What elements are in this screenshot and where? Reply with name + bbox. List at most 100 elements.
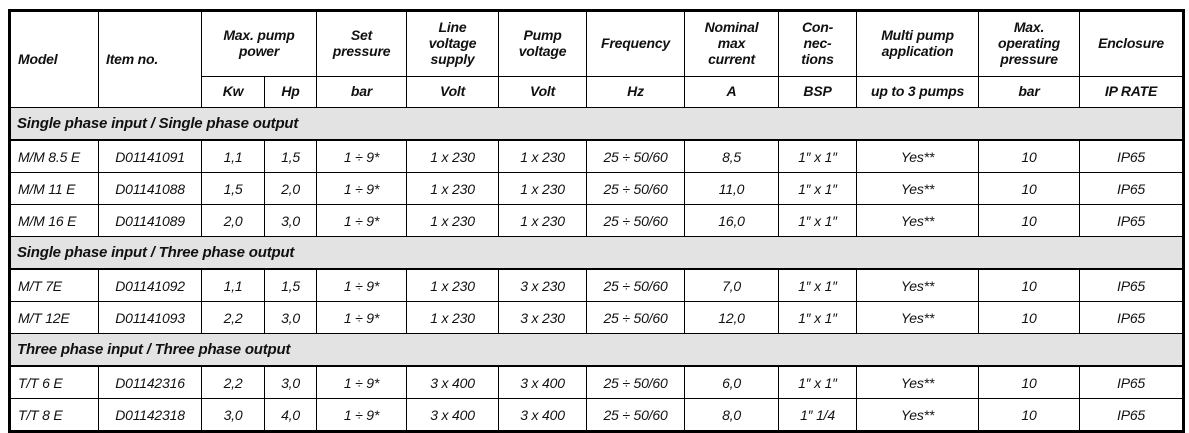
cell-line-voltage-supply: 1 x 230 bbox=[406, 268, 500, 302]
cell-enclosure: IP65 bbox=[1079, 172, 1185, 205]
cell-connections: 1″ x 1″ bbox=[778, 301, 858, 334]
cell-nominal-max-current: 7,0 bbox=[684, 268, 780, 302]
cell-kw: 2,2 bbox=[201, 365, 265, 399]
cell-enclosure: IP65 bbox=[1079, 398, 1185, 432]
cell-item-no: D01142316 bbox=[98, 365, 202, 399]
cell-nominal-max-current: 6,0 bbox=[684, 365, 780, 399]
unit-set-pressure-bar: bar bbox=[316, 76, 408, 108]
section-header-row: Single phase input / Single phase output bbox=[8, 107, 1185, 141]
cell-set-pressure: 1 ÷ 9* bbox=[316, 172, 408, 205]
cell-max-operating-pressure: 10 bbox=[978, 139, 1081, 173]
cell-set-pressure: 1 ÷ 9* bbox=[316, 139, 408, 173]
cell-frequency: 25 ÷ 50/60 bbox=[586, 139, 686, 173]
cell-enclosure: IP65 bbox=[1079, 301, 1185, 334]
table-row: M/T 7E D01141092 1,1 1,5 1 ÷ 9* 1 x 230 3 x 23… bbox=[9, 268, 1185, 302]
cell-line-voltage-supply: 1 x 230 bbox=[406, 204, 500, 237]
col-header-enclosure: Enclosure bbox=[1079, 10, 1185, 77]
unit-hp: Hp bbox=[263, 76, 318, 108]
cell-frequency: 25 ÷ 50/60 bbox=[586, 268, 686, 302]
cell-connections: 1″ x 1″ bbox=[778, 204, 858, 237]
cell-nominal-max-current: 11,0 bbox=[684, 172, 780, 205]
table-row: T/T 6 E D01142316 2,2 3,0 1 ÷ 9* 3 x 400 3 x 4… bbox=[9, 365, 1185, 399]
header-group-row: Model Item no. Max. pump power Set press… bbox=[9, 10, 1185, 108]
cell-model: T/T 6 E bbox=[9, 365, 99, 399]
col-header-frequency: Frequency bbox=[586, 10, 686, 77]
col-header-max-pump-power: Max. pump power bbox=[200, 10, 318, 77]
cell-max-operating-pressure: 10 bbox=[978, 204, 1081, 237]
unit-current-a: A bbox=[684, 76, 780, 108]
cell-max-operating-pressure: 10 bbox=[978, 398, 1081, 432]
unit-kw: Kw bbox=[201, 76, 265, 108]
cell-hp: 3,0 bbox=[263, 301, 318, 334]
cell-multi-pump: Yes** bbox=[856, 268, 980, 302]
cell-hp: 3,0 bbox=[263, 365, 318, 399]
cell-pump-voltage: 3 x 230 bbox=[498, 301, 588, 334]
cell-set-pressure: 1 ÷ 9* bbox=[316, 365, 408, 399]
cell-kw: 2,2 bbox=[201, 301, 265, 334]
table-row: M/T 12E D01141093 2,2 3,0 1 ÷ 9* 1 x 230 3 x 2… bbox=[9, 301, 1185, 334]
cell-hp: 2,0 bbox=[263, 172, 318, 205]
cell-pump-voltage: 1 x 230 bbox=[498, 204, 588, 237]
col-header-nominal-max-current: Nominal max current bbox=[684, 10, 780, 77]
cell-enclosure: IP65 bbox=[1079, 139, 1185, 173]
cell-frequency: 25 ÷ 50/60 bbox=[586, 204, 686, 237]
cell-pump-voltage: 3 x 230 bbox=[498, 268, 588, 302]
cell-connections: 1″ 1/4 bbox=[778, 398, 858, 432]
cell-nominal-max-current: 8,5 bbox=[684, 139, 780, 173]
unit-max-pressure-bar: bar bbox=[978, 76, 1081, 108]
cell-kw: 1,1 bbox=[201, 139, 265, 173]
unit-line-voltage-volt: Volt bbox=[406, 76, 500, 108]
cell-pump-voltage: 3 x 400 bbox=[498, 398, 588, 432]
cell-model: M/M 16 E bbox=[9, 204, 99, 237]
col-header-multi-pump-application: Multi pump application bbox=[856, 10, 980, 77]
cell-max-operating-pressure: 10 bbox=[978, 268, 1081, 302]
section-header-row: Three phase input / Three phase output bbox=[8, 333, 1185, 367]
cell-hp: 4,0 bbox=[263, 398, 318, 432]
cell-frequency: 25 ÷ 50/60 bbox=[586, 365, 686, 399]
cell-hp: 1,5 bbox=[263, 139, 318, 173]
cell-connections: 1″ x 1″ bbox=[778, 268, 858, 302]
col-header-set-pressure: Set pressure bbox=[316, 10, 408, 77]
cell-item-no: D01141088 bbox=[98, 172, 202, 205]
cell-frequency: 25 ÷ 50/60 bbox=[586, 172, 686, 205]
col-header-connections: Con- nec- tions bbox=[778, 10, 858, 77]
cell-model: M/T 7E bbox=[9, 268, 99, 302]
cell-hp: 3,0 bbox=[263, 204, 318, 237]
table-row: M/M 16 E D01141089 2,0 3,0 1 ÷ 9* 1 x 230 1 x … bbox=[9, 204, 1185, 237]
cell-enclosure: IP65 bbox=[1079, 204, 1185, 237]
unit-frequency-hz: Hz bbox=[586, 76, 686, 108]
cell-pump-voltage: 3 x 400 bbox=[498, 365, 588, 399]
cell-item-no: D01141091 bbox=[98, 139, 202, 173]
cell-set-pressure: 1 ÷ 9* bbox=[316, 398, 408, 432]
header-units-row: Kw Hp bar Volt Volt Hz A BSP up to 3 pum… bbox=[10, 76, 1185, 108]
cell-connections: 1″ x 1″ bbox=[778, 139, 858, 173]
col-header-pump-voltage: Pump voltage bbox=[498, 10, 588, 77]
table-row: M/M 8.5 E D01141091 1,1 1,5 1 ÷ 9* 1 x 230 1 x… bbox=[9, 139, 1185, 173]
cell-nominal-max-current: 16,0 bbox=[684, 204, 780, 237]
cell-connections: 1″ x 1″ bbox=[778, 365, 858, 399]
unit-connections-bsp: BSP bbox=[778, 76, 858, 108]
cell-model: M/T 12E bbox=[9, 301, 99, 334]
cell-multi-pump: Yes** bbox=[856, 301, 980, 334]
cell-model: M/M 8.5 E bbox=[9, 139, 99, 173]
cell-item-no: D01141089 bbox=[98, 204, 202, 237]
cell-set-pressure: 1 ÷ 9* bbox=[316, 268, 408, 302]
cell-line-voltage-supply: 1 x 230 bbox=[406, 301, 500, 334]
table-row: T/T 8 E D01142318 3,0 4,0 1 ÷ 9* 3 x 400 3 x 4… bbox=[9, 398, 1185, 432]
cell-enclosure: IP65 bbox=[1079, 365, 1185, 399]
cell-frequency: 25 ÷ 50/60 bbox=[586, 398, 686, 432]
cell-model: M/M 11 E bbox=[9, 172, 99, 205]
cell-frequency: 25 ÷ 50/60 bbox=[586, 301, 686, 334]
cell-kw: 1,1 bbox=[201, 268, 265, 302]
cell-multi-pump: Yes** bbox=[856, 204, 980, 237]
cell-multi-pump: Yes** bbox=[856, 172, 980, 205]
unit-multi-pump: up to 3 pumps bbox=[856, 76, 980, 108]
cell-max-operating-pressure: 10 bbox=[978, 365, 1081, 399]
col-header-max-operating-pressure: Max. operating pressure bbox=[978, 10, 1081, 77]
cell-pump-voltage: 1 x 230 bbox=[498, 139, 588, 173]
cell-set-pressure: 1 ÷ 9* bbox=[316, 301, 408, 334]
pump-spec-table: Model Item no. Max. pump power Set press… bbox=[8, 9, 1186, 433]
cell-nominal-max-current: 12,0 bbox=[684, 301, 780, 334]
cell-model: T/T 8 E bbox=[9, 398, 99, 432]
cell-item-no: D01141093 bbox=[98, 301, 202, 334]
